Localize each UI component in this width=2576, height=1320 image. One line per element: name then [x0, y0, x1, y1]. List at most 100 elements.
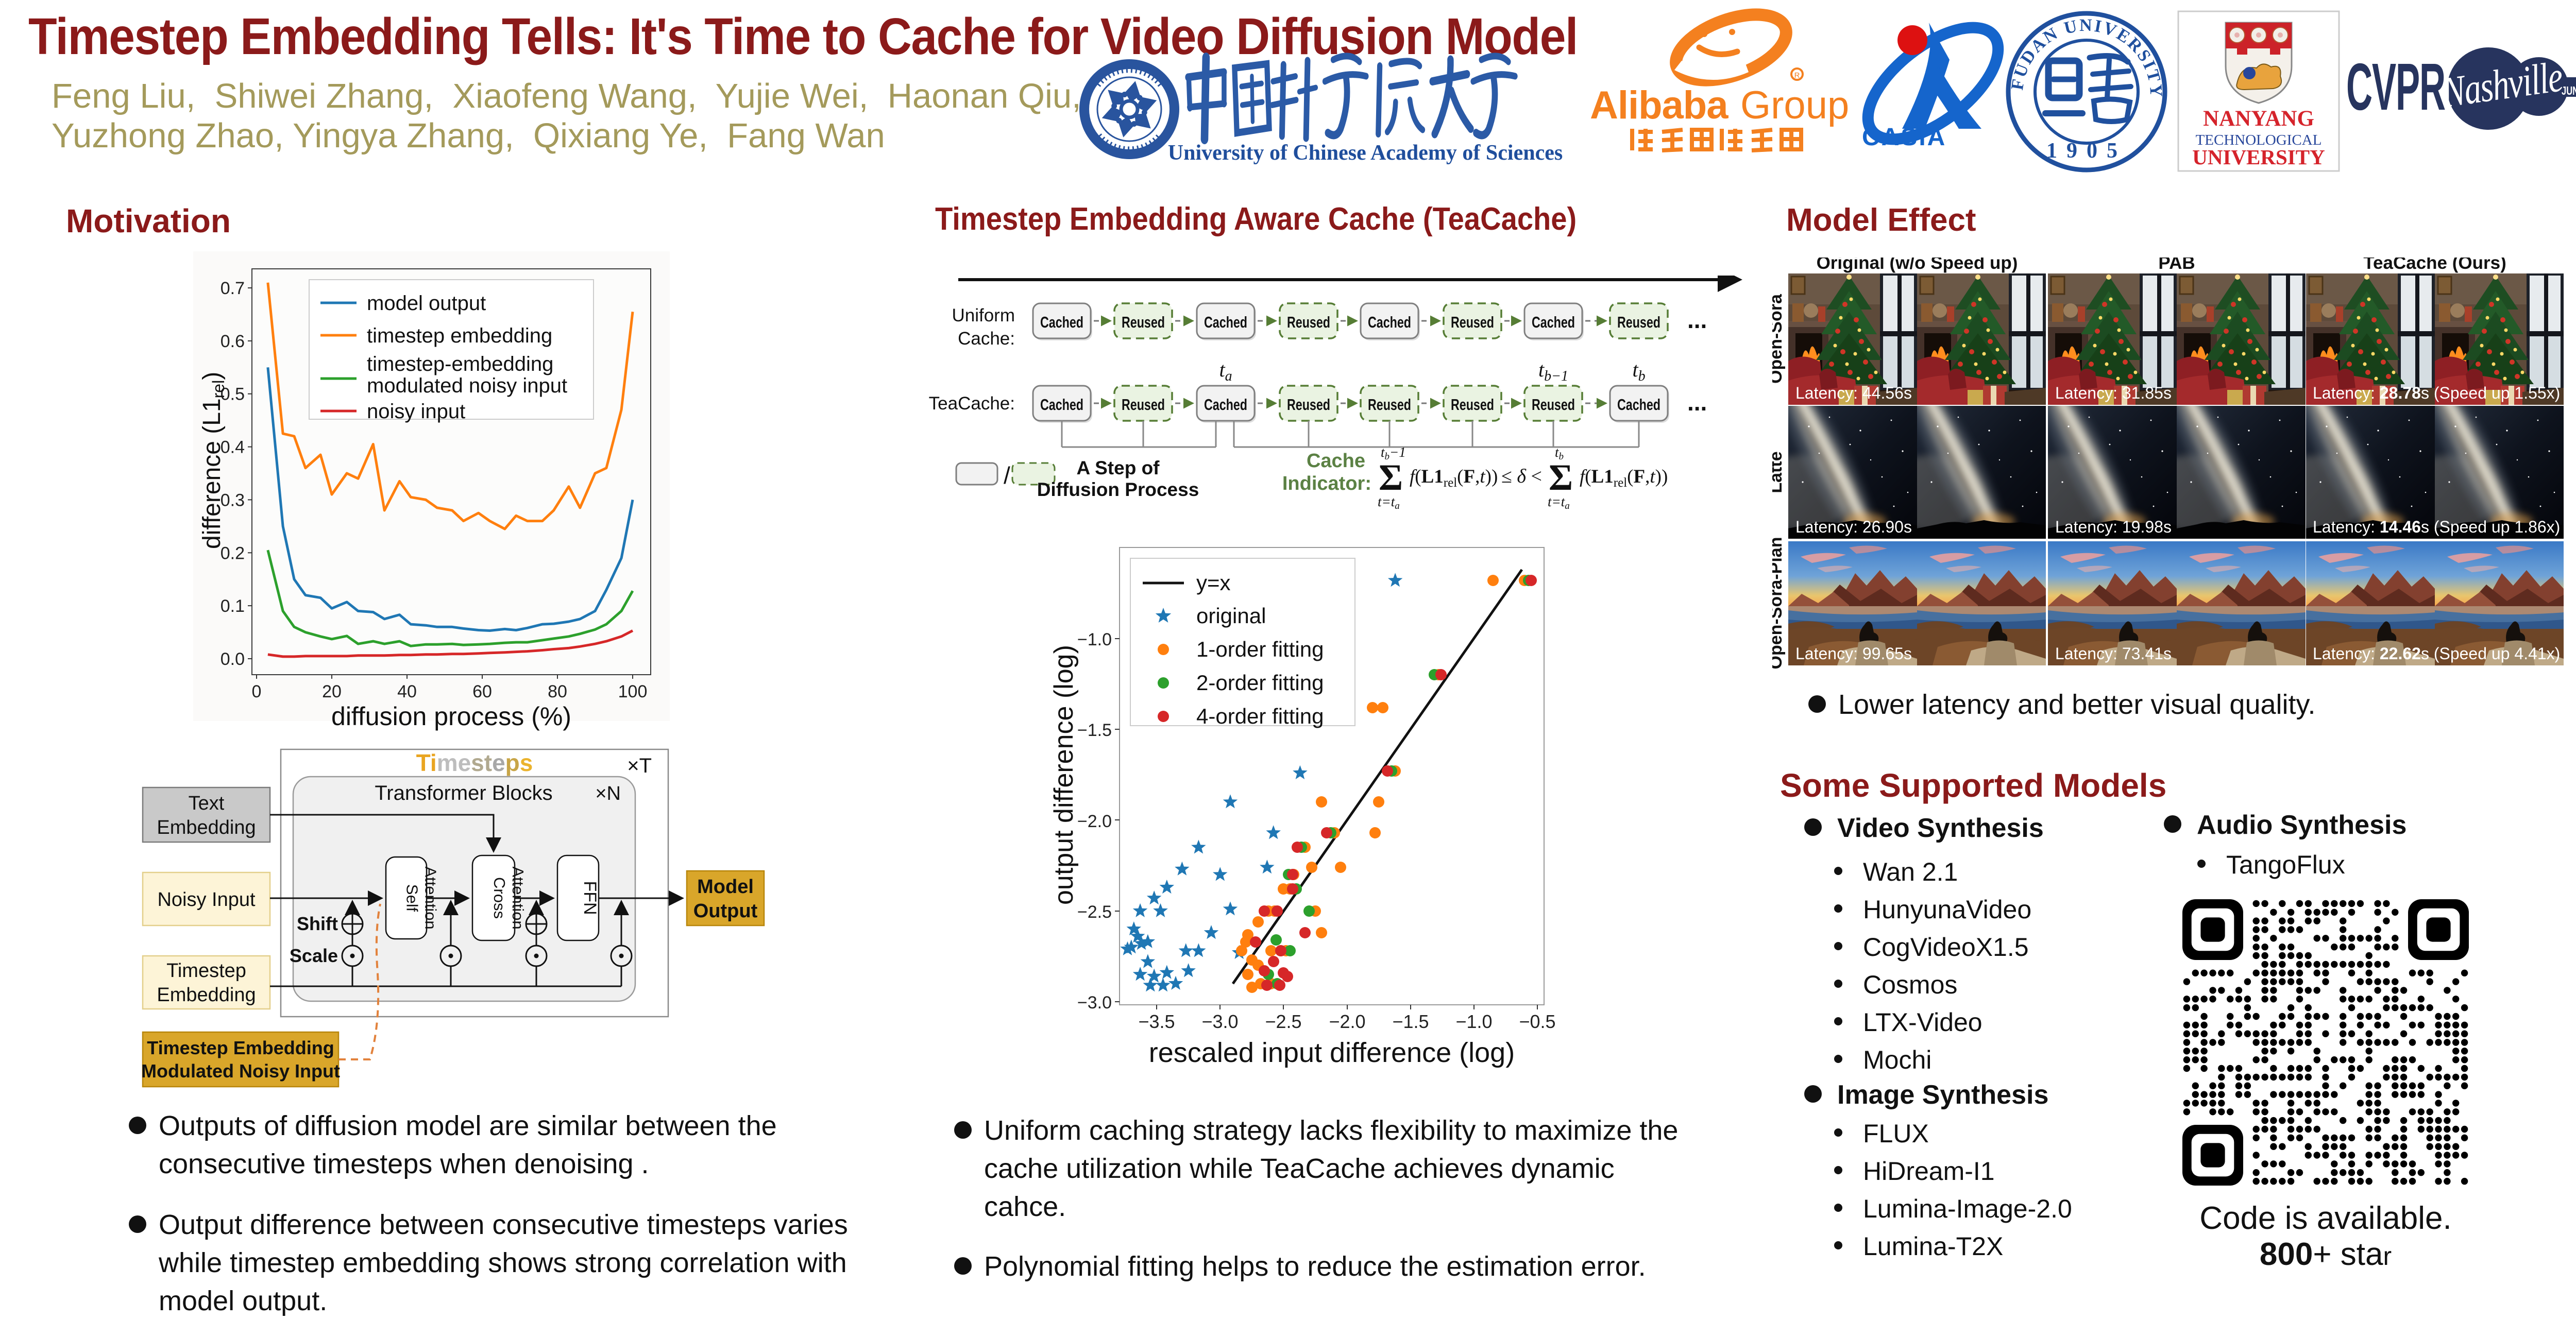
svg-text:Latency: 99.65s: Latency: 99.65s	[1795, 644, 1912, 663]
svg-text:tb−1: tb−1	[1381, 444, 1406, 462]
svg-text:Shift: Shift	[297, 913, 338, 934]
svg-text:2-order fitting: 2-order fitting	[1196, 671, 1324, 695]
svg-text:y=x: y=x	[1196, 571, 1231, 595]
svg-text:tb−1: tb−1	[1538, 358, 1568, 384]
svg-text:−2.5: −2.5	[1077, 902, 1112, 922]
svg-text:0.2: 0.2	[221, 543, 245, 563]
svg-text:...: ...	[1687, 306, 1707, 333]
svg-text:/: /	[1004, 462, 1010, 489]
svg-text:Original (w/o Speed up): Original (w/o Speed up)	[1817, 258, 2018, 273]
svg-text:Modulated Noisy Input: Modulated Noisy Input	[141, 1060, 340, 1082]
svg-text:model output: model output	[367, 292, 486, 315]
svg-text:Cached: Cached	[1617, 396, 1660, 414]
svg-text:Reused: Reused	[1368, 396, 1411, 414]
svg-text:PAB: PAB	[2158, 258, 2195, 273]
svg-text:1-order fitting: 1-order fitting	[1196, 637, 1324, 661]
svg-text:Reused: Reused	[1287, 396, 1330, 414]
svg-text:0: 0	[252, 682, 262, 701]
svg-text:Latency: 73.41s: Latency: 73.41s	[2055, 644, 2172, 663]
svg-text:×T: ×T	[627, 755, 652, 777]
svg-text:−2.0: −2.0	[1077, 812, 1112, 831]
svg-text:Transformer Blocks: Transformer Blocks	[375, 782, 552, 804]
svg-text:Cached: Cached	[1532, 313, 1575, 331]
svg-text:40: 40	[397, 682, 417, 701]
svg-text:−3.0: −3.0	[1077, 993, 1112, 1013]
svg-text:−1.5: −1.5	[1077, 721, 1112, 740]
svg-text:Noisy Input: Noisy Input	[157, 889, 256, 911]
svg-text:A Step of: A Step of	[1076, 457, 1160, 478]
svg-text:R: R	[1794, 71, 1800, 80]
svg-text:60: 60	[472, 682, 492, 701]
svg-text:JUNE 11-15, 2025: JUNE 11-15, 2025	[2562, 84, 2576, 97]
svg-text:timestep embedding: timestep embedding	[367, 324, 552, 347]
svg-text:Σ: Σ	[1549, 457, 1573, 498]
svg-text:...: ...	[1687, 389, 1707, 416]
svg-text:difference (L1rel): difference (L1rel)	[198, 372, 228, 549]
svg-text:−3.0: −3.0	[1201, 1011, 1238, 1032]
svg-text:FFN: FFN	[580, 881, 600, 915]
svg-text:−1.0: −1.0	[1455, 1011, 1492, 1032]
svg-text:1905: 1905	[2046, 139, 2127, 163]
svg-text:rescaled input difference (log: rescaled input difference (log)	[1149, 1037, 1515, 1068]
svg-text:Latency: 19.98s: Latency: 19.98s	[2055, 518, 2172, 536]
svg-text:Text: Text	[189, 793, 225, 814]
svg-text:FUDAN UNIVERSITY: FUDAN UNIVERSITY	[2008, 16, 2165, 99]
svg-text:Σ: Σ	[1379, 457, 1403, 498]
svg-text:Cached: Cached	[1040, 396, 1083, 414]
svg-text:Latency: 28.78s (Speed up 1.55: Latency: 28.78s (Speed up 1.55x)	[2313, 384, 2560, 402]
svg-text:0.6: 0.6	[221, 332, 245, 351]
svg-text:Diffusion Process: Diffusion Process	[1037, 479, 1199, 500]
svg-text:0.3: 0.3	[221, 490, 245, 510]
svg-text:−2.0: −2.0	[1329, 1011, 1365, 1032]
svg-text:diffusion process (%): diffusion process (%)	[331, 702, 571, 731]
svg-text:Cached: Cached	[1368, 313, 1411, 331]
svg-text:NANYANG: NANYANG	[2203, 107, 2314, 131]
svg-text:timestep-embedding: timestep-embedding	[367, 353, 553, 375]
svg-text:Cross: Cross	[490, 877, 509, 919]
svg-text:TECHNOLOGICAL: TECHNOLOGICAL	[2196, 132, 2322, 148]
svg-text:−2.5: −2.5	[1265, 1011, 1301, 1032]
svg-text:Self: Self	[403, 884, 421, 912]
svg-text:Cache: Cache	[1307, 450, 1365, 472]
svg-text:Embedding: Embedding	[157, 984, 256, 1006]
svg-text:Reused: Reused	[1122, 396, 1165, 414]
svg-text:−0.5: −0.5	[1519, 1011, 1555, 1032]
svg-text:UNIVERSITY: UNIVERSITY	[2192, 145, 2325, 169]
svg-text:0.7: 0.7	[221, 279, 245, 298]
svg-text:0.5: 0.5	[221, 385, 245, 404]
svg-text:Cached: Cached	[1040, 313, 1083, 331]
svg-text:×N: ×N	[595, 783, 621, 804]
svg-text:f(L1rel(F,t)): f(L1rel(F,t))	[1580, 466, 1668, 490]
svg-text:Latency: 22.62s (Speed up 4.41: Latency: 22.62s (Speed up 4.41x)	[2313, 644, 2560, 663]
svg-text:Reused: Reused	[1451, 396, 1494, 414]
svg-text:tb: tb	[1632, 358, 1645, 384]
svg-text:Reused: Reused	[1617, 313, 1660, 331]
svg-text:−1.0: −1.0	[1077, 630, 1112, 649]
svg-text:Latency: 44.56s: Latency: 44.56s	[1795, 384, 1912, 402]
svg-text:−3.5: −3.5	[1138, 1011, 1175, 1032]
svg-text:Group: Group	[1740, 83, 1849, 127]
svg-text:Timesteps: Timesteps	[416, 749, 533, 776]
svg-text:Output: Output	[693, 900, 758, 922]
svg-text:ta: ta	[1219, 358, 1232, 384]
svg-text:Indicator:: Indicator:	[1282, 473, 1371, 494]
svg-text:University of Chinese Academy: University of Chinese Academy of Science…	[1168, 141, 1563, 165]
svg-text:Reused: Reused	[1451, 313, 1494, 331]
svg-text:100: 100	[618, 682, 648, 701]
svg-text:Timestep: Timestep	[166, 960, 246, 982]
svg-text:original: original	[1196, 604, 1266, 628]
svg-text:0.0: 0.0	[221, 649, 245, 669]
svg-text:Latency: 31.85s: Latency: 31.85s	[2055, 384, 2172, 402]
svg-text:CASIA: CASIA	[1862, 124, 1946, 151]
svg-text:Reused: Reused	[1287, 313, 1330, 331]
svg-text:Cached: Cached	[1204, 396, 1247, 414]
svg-text:Reused: Reused	[1532, 396, 1575, 414]
svg-text:Model: Model	[697, 876, 754, 898]
svg-text:≤ δ <: ≤ δ <	[1501, 466, 1542, 487]
svg-text:noisy input: noisy input	[367, 400, 465, 423]
svg-text:Scale: Scale	[290, 945, 338, 966]
svg-text:f(L1rel(F,t)): f(L1rel(F,t))	[1410, 466, 1498, 490]
svg-text:output difference (log): output difference (log)	[1049, 645, 1079, 905]
svg-text:TeaCache (Ours): TeaCache (Ours)	[2363, 258, 2506, 273]
svg-text:Alibaba: Alibaba	[1590, 83, 1728, 127]
